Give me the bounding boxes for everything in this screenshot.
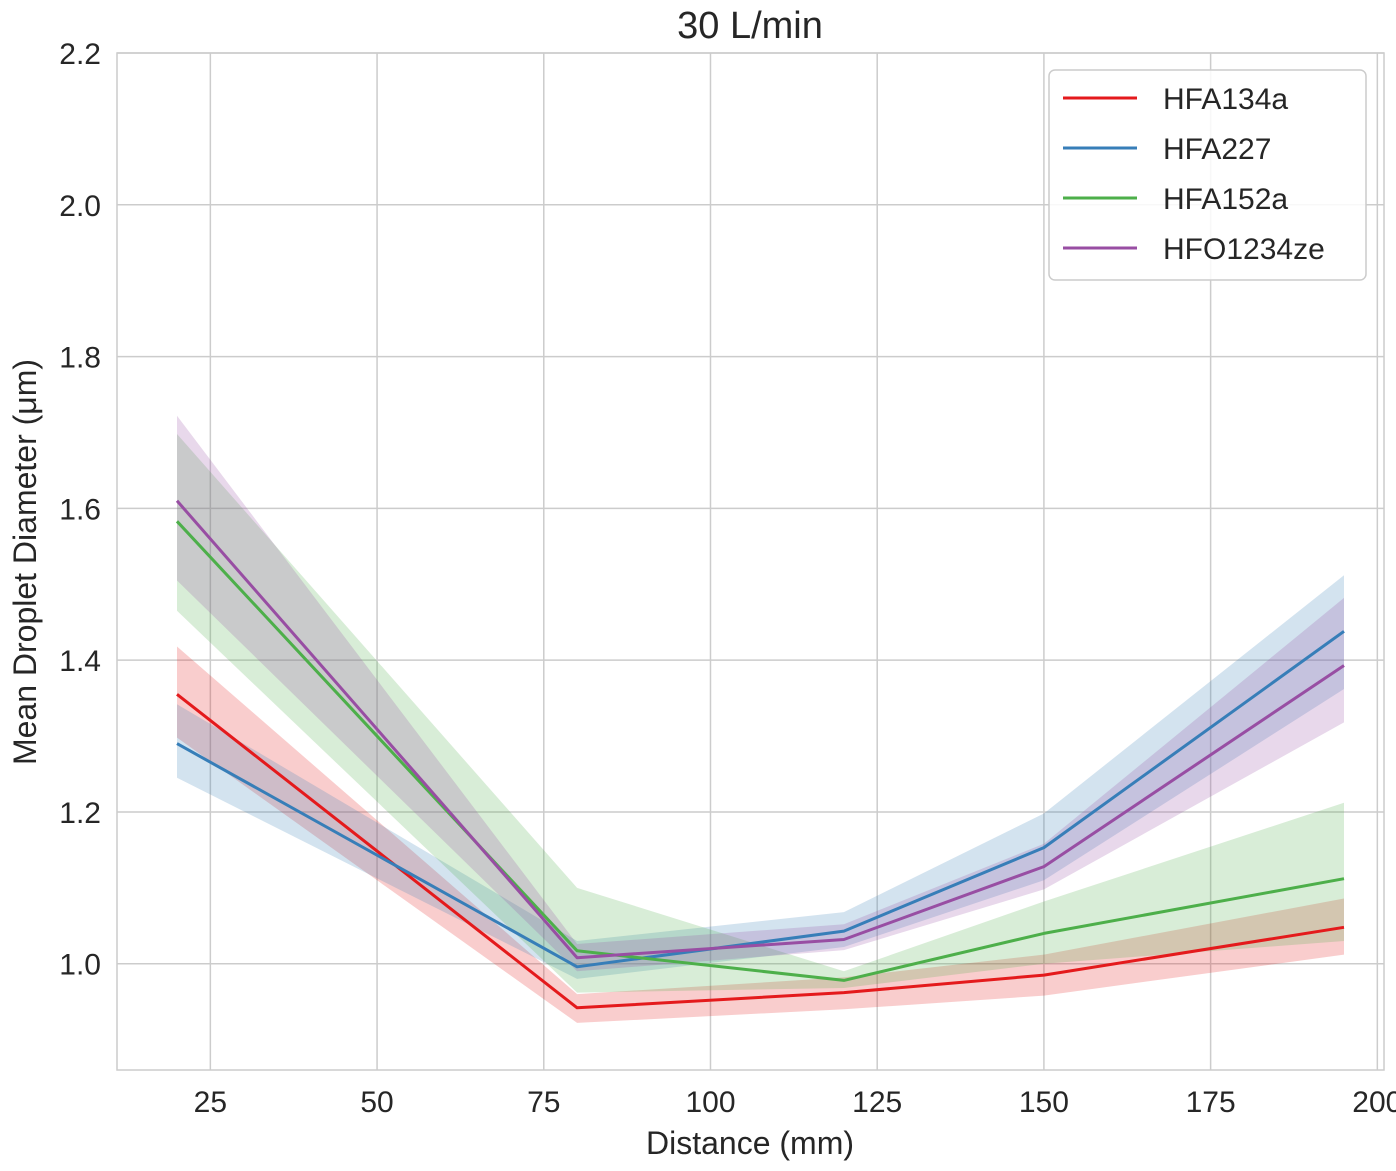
y-axis-label: Mean Droplet Diameter (μm) bbox=[7, 359, 43, 765]
legend-label: HFO1234ze bbox=[1163, 233, 1325, 266]
x-tick-label: 150 bbox=[1019, 1086, 1069, 1119]
x-tick-label: 125 bbox=[852, 1086, 902, 1119]
legend-label: HFA134a bbox=[1163, 83, 1288, 116]
y-tick-label: 1.0 bbox=[59, 949, 101, 982]
legend-box bbox=[1048, 69, 1367, 281]
series-lines bbox=[175, 499, 1345, 1010]
plot-frame bbox=[116, 52, 1385, 1071]
chart-title: 30 L/min bbox=[677, 5, 823, 47]
x-tick-label: 100 bbox=[685, 1086, 735, 1119]
x-tick-label: 25 bbox=[194, 1086, 227, 1119]
band-hfa227 bbox=[177, 575, 1344, 979]
line-hfa134a bbox=[176, 693, 1345, 1010]
x-tick-labels: 25 50 75 100 125 150 175 200 bbox=[194, 1086, 1396, 1119]
y-tick-label: 1.2 bbox=[59, 797, 101, 830]
y-tick-label: 2.2 bbox=[59, 38, 101, 71]
line-hfo1234ze bbox=[175, 499, 1345, 960]
band-hfa134a bbox=[177, 646, 1344, 1023]
x-tick-label: 75 bbox=[527, 1086, 560, 1119]
x-tick-label: 200 bbox=[1352, 1086, 1396, 1119]
y-tick-label: 2.0 bbox=[59, 190, 101, 223]
legend[interactable]: HFA134a HFA227 HFA152a HFO1234ze bbox=[1048, 69, 1367, 281]
legend-label: HFA152a bbox=[1163, 183, 1288, 216]
y-tick-label: 1.6 bbox=[59, 493, 101, 526]
x-tick-label: 175 bbox=[1186, 1086, 1236, 1119]
x-axis-label: Distance (mm) bbox=[646, 1125, 854, 1161]
x-tick-label: 50 bbox=[360, 1086, 393, 1119]
band-hfa152a bbox=[177, 434, 1344, 993]
y-tick-labels: 1.0 1.2 1.4 1.6 1.8 2.0 2.2 bbox=[59, 38, 101, 982]
y-tick-label: 1.4 bbox=[59, 645, 101, 678]
line-hfa227 bbox=[176, 630, 1345, 969]
legend-label: HFA227 bbox=[1163, 133, 1271, 166]
y-tick-label: 1.8 bbox=[59, 342, 101, 375]
